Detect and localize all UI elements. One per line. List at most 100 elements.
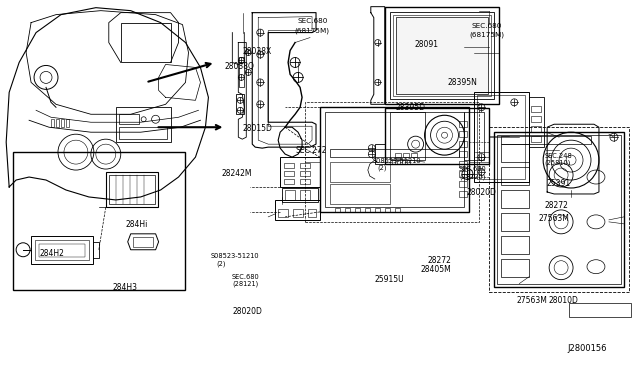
Bar <box>474 92 529 182</box>
Bar <box>31 236 93 264</box>
Bar <box>284 179 294 184</box>
Bar <box>385 108 490 164</box>
Bar <box>13 152 184 290</box>
Bar <box>569 302 631 317</box>
Bar <box>35 240 89 260</box>
Bar <box>393 15 492 96</box>
Text: 284Hi: 284Hi <box>125 221 148 230</box>
Bar <box>275 200 320 220</box>
Bar <box>390 12 494 99</box>
Bar <box>460 161 467 167</box>
Bar <box>460 191 467 197</box>
Bar <box>61 119 64 127</box>
Text: 28020D: 28020D <box>232 307 262 316</box>
Bar <box>320 107 469 212</box>
Bar <box>300 163 310 168</box>
Text: J2800156: J2800156 <box>568 344 607 353</box>
Bar <box>395 153 401 157</box>
Bar <box>121 23 171 62</box>
Text: 284H2: 284H2 <box>40 249 65 258</box>
Bar <box>494 132 624 286</box>
Bar <box>278 209 288 217</box>
Bar <box>300 171 310 176</box>
Text: (25810): (25810) <box>545 160 571 166</box>
Text: SEC.272: SEC.272 <box>296 146 327 155</box>
Bar <box>39 244 85 257</box>
Bar <box>531 106 541 112</box>
Bar <box>460 121 467 127</box>
Bar <box>375 208 380 212</box>
Bar <box>355 208 360 212</box>
Bar <box>460 131 467 137</box>
Bar <box>531 126 541 132</box>
Bar <box>116 107 171 142</box>
Text: 28405M: 28405M <box>420 265 451 274</box>
Text: (68175M): (68175M) <box>295 27 330 33</box>
Bar <box>285 190 295 200</box>
Bar <box>406 160 410 164</box>
Bar <box>460 181 467 187</box>
Text: 28015D: 28015D <box>242 124 272 133</box>
Bar <box>293 209 303 217</box>
Bar <box>119 127 166 139</box>
Bar <box>501 190 529 208</box>
Text: 28010D: 28010D <box>548 296 578 305</box>
Text: 28091: 28091 <box>414 40 438 49</box>
Bar <box>385 7 499 104</box>
Text: SEC.248: SEC.248 <box>545 153 572 158</box>
Text: 284H3: 284H3 <box>113 283 138 292</box>
Bar <box>396 17 488 94</box>
Text: 28242M: 28242M <box>221 169 252 177</box>
Bar <box>365 208 370 212</box>
Bar <box>501 136 591 144</box>
Bar <box>300 179 310 184</box>
Text: SEC.680: SEC.680 <box>232 274 260 280</box>
Bar <box>397 160 400 164</box>
Bar <box>477 95 525 179</box>
Bar <box>56 119 59 127</box>
Text: 27563M: 27563M <box>516 296 547 305</box>
Text: S08523-51210: S08523-51210 <box>372 158 421 164</box>
Text: (28120): (28120) <box>459 173 485 180</box>
Bar <box>460 141 467 147</box>
Bar <box>460 151 467 157</box>
Text: (2): (2) <box>217 260 226 267</box>
Bar <box>529 97 544 147</box>
Bar <box>403 153 409 157</box>
Bar <box>531 116 541 122</box>
Text: SEC.680: SEC.680 <box>459 166 487 172</box>
Bar <box>239 58 244 87</box>
Bar <box>284 171 294 176</box>
Bar <box>385 208 390 212</box>
Bar <box>308 209 316 217</box>
Bar <box>119 114 139 124</box>
Text: S08523-51210: S08523-51210 <box>211 253 259 259</box>
Bar <box>375 144 385 164</box>
Bar <box>395 208 400 212</box>
Bar <box>501 144 529 162</box>
Text: SEC.680: SEC.680 <box>471 23 502 29</box>
Bar <box>282 188 318 202</box>
Bar <box>497 135 621 283</box>
Bar <box>280 157 320 187</box>
Bar <box>330 149 460 157</box>
Bar <box>66 119 69 127</box>
Bar <box>402 160 404 164</box>
Bar <box>335 208 340 212</box>
Bar <box>132 237 152 247</box>
Text: 28272: 28272 <box>545 201 568 210</box>
Text: 25915U: 25915U <box>374 275 404 284</box>
Bar <box>51 119 54 127</box>
Bar <box>501 236 529 254</box>
Text: 28395N: 28395N <box>447 78 477 87</box>
Bar <box>501 259 529 277</box>
Bar <box>392 160 395 164</box>
Bar <box>465 112 484 160</box>
Bar <box>106 172 157 207</box>
Text: SEC.680: SEC.680 <box>297 18 328 24</box>
Bar <box>325 112 465 207</box>
Bar <box>300 190 310 200</box>
Bar <box>345 208 350 212</box>
Bar <box>501 167 529 185</box>
Text: 28395D: 28395D <box>396 103 425 112</box>
